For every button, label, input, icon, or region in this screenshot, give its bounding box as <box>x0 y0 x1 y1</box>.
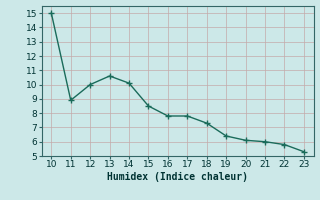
X-axis label: Humidex (Indice chaleur): Humidex (Indice chaleur) <box>107 172 248 182</box>
